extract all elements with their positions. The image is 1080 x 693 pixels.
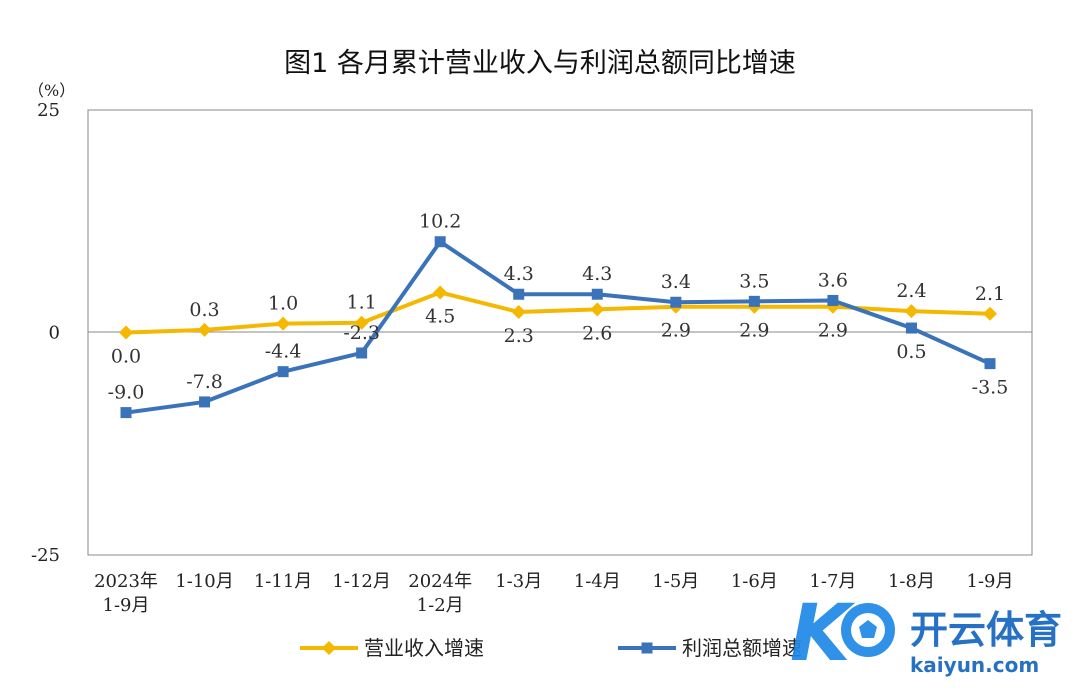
data-label: 2.6 [582, 322, 612, 344]
data-point [984, 358, 996, 370]
legend-marker [322, 641, 336, 655]
data-label: 4.3 [504, 263, 534, 285]
x-tick-label: 1-10月 [175, 571, 233, 592]
data-label: -7.8 [186, 371, 223, 393]
series-line-1 [125, 239, 991, 415]
y-axis-unit: （%） [28, 81, 75, 100]
data-label: 0.0 [111, 346, 141, 368]
data-label: 2.1 [975, 283, 1005, 305]
data-point [356, 347, 368, 359]
x-tick-label: 2023年 [94, 571, 158, 592]
y-tick-label: 25 [37, 100, 60, 121]
data-label: 2.9 [661, 320, 691, 342]
legend: 营业收入增速 利润总额增速 [300, 636, 802, 660]
x-tick-labels: 2023年 1-9月 1-10月 1-11月 1-12月 2024年 1-2月 1-3月 1-4… [94, 571, 1013, 616]
data-point [354, 315, 369, 330]
series-line-0 [125, 290, 991, 335]
data-label: 3.5 [739, 270, 769, 292]
x-tick-label: 2024年 [408, 571, 472, 592]
data-point [983, 306, 997, 321]
x-tick-label: 1-2月 [417, 595, 464, 616]
data-label: 3.6 [818, 269, 848, 291]
y-tick-label: -25 [31, 545, 60, 566]
x-tick-label: 1-3月 [495, 571, 542, 592]
data-point [905, 322, 917, 334]
data-point [904, 304, 919, 319]
legend-marker [641, 642, 653, 654]
data-point [513, 288, 525, 300]
data-label: 0.5 [896, 341, 926, 363]
data-label: 3.4 [661, 271, 691, 293]
data-point [120, 407, 132, 419]
data-point [670, 296, 682, 308]
data-point [434, 236, 446, 248]
data-label: -9.0 [108, 382, 145, 404]
data-label: 2.9 [818, 320, 848, 342]
data-label: 1.0 [268, 293, 298, 315]
data-label: 4.3 [582, 263, 612, 285]
watermark: K 开云体育 kaiyun.com [790, 589, 1062, 679]
watermark-brand: 开云体育 [910, 608, 1062, 652]
data-point [119, 325, 133, 340]
data-point [276, 316, 291, 331]
legend-label: 营业收入增速 [364, 636, 484, 660]
data-point [827, 294, 839, 306]
watermark-domain: kaiyun.com [910, 653, 1039, 677]
data-label: 1.1 [347, 292, 377, 314]
x-tick-label: 1-9月 [967, 571, 1014, 592]
x-tick-label: 1-11月 [254, 571, 312, 592]
series-layer [119, 236, 997, 419]
data-label: -2.3 [343, 322, 380, 344]
x-tick-label: 1-8月 [888, 571, 935, 592]
y-tick-labels: 25 0 -25 [31, 100, 60, 566]
data-point [199, 396, 211, 408]
x-tick-label: 1-4月 [574, 571, 621, 592]
data-point [590, 302, 605, 317]
data-label: 4.5 [425, 305, 455, 327]
data-point [511, 305, 526, 320]
x-tick-label: 1-9月 [103, 595, 150, 616]
data-point [591, 288, 603, 300]
x-tick-label: 1-12月 [332, 571, 390, 592]
y-tick-label: 0 [49, 323, 60, 344]
data-point [277, 366, 289, 378]
x-tick-label: 1-6月 [731, 571, 778, 592]
x-tick-label: 1-5月 [652, 571, 699, 592]
legend-label: 利润总额增速 [682, 636, 802, 660]
data-label: 10.2 [419, 211, 461, 233]
data-label: 2.3 [504, 325, 534, 347]
data-point [748, 295, 760, 307]
data-label: 2.9 [739, 320, 769, 342]
data-point [433, 285, 448, 300]
data-labels: 0.0 0.3 1.0 1.1 4.5 2.3 2.6 2.9 2.9 2.9 2.4 2.1 -9.0… [108, 211, 1009, 404]
data-point [197, 322, 212, 337]
data-label: -4.4 [265, 341, 302, 363]
data-label: 2.4 [896, 280, 926, 302]
chart-title: 图1 各月累计营业收入与利润总额同比增速 [284, 48, 796, 79]
data-label: 0.3 [189, 299, 219, 321]
x-tick-label: 1-7月 [809, 571, 856, 592]
data-label: -3.5 [972, 377, 1009, 399]
